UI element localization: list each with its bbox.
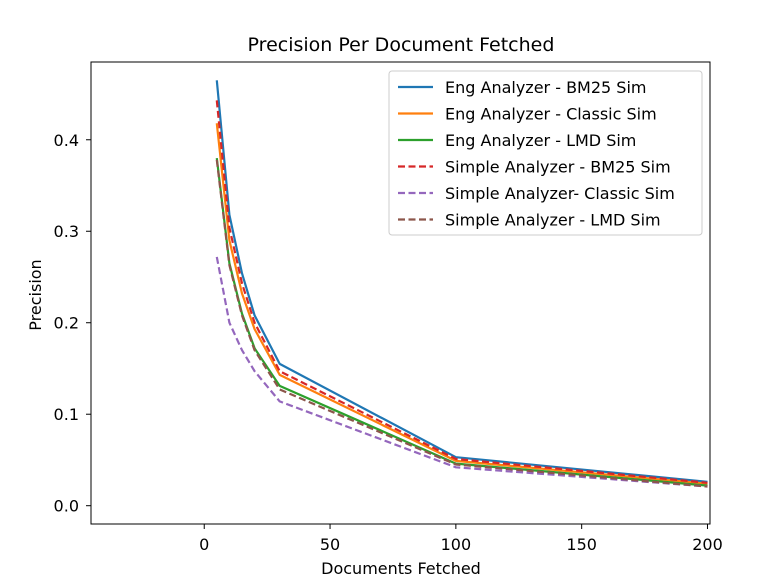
legend-label: Simple Analyzer - BM25 Sim — [445, 158, 671, 177]
series-line-4 — [215, 100, 708, 484]
legend-label: Simple Analyzer- Classic Sim — [445, 184, 675, 203]
legend-label: Simple Analyzer - LMD Sim — [445, 211, 661, 230]
series-line-6 — [215, 159, 708, 488]
x-tick-label: 200 — [692, 535, 723, 554]
chart-title: Precision Per Document Fetched — [248, 34, 555, 56]
series-line-1 — [215, 80, 708, 483]
x-tick-label: 150 — [566, 535, 597, 554]
y-tick-label: 0.4 — [54, 131, 79, 150]
legend-label: Eng Analyzer - BM25 Sim — [445, 78, 646, 97]
plot-area — [215, 80, 708, 488]
axes-frame — [90, 61, 711, 525]
x-tick-label: 50 — [320, 535, 340, 554]
y-tick-label: 0.1 — [54, 405, 79, 424]
axes: 0 50 100 150 200 0.0 0.1 0.2 0.3 0.4 — [54, 61, 723, 554]
series-line-5 — [215, 256, 708, 488]
y-tick-label: 0.0 — [54, 497, 79, 516]
x-tick-label: 100 — [441, 535, 472, 554]
x-axis-label: Documents Fetched — [321, 559, 481, 578]
y-axis-label: Precision — [26, 259, 45, 330]
legend-box — [388, 70, 703, 236]
legend: Eng Analyzer - BM25 Sim Eng Analyzer - Cl… — [388, 70, 703, 236]
y-tick-label: 0.2 — [54, 314, 79, 333]
legend-label: Eng Analyzer - LMD Sim — [445, 131, 636, 150]
series-line-2 — [215, 123, 708, 485]
legend-label: Eng Analyzer - Classic Sim — [445, 105, 657, 124]
x-tick-label: 0 — [199, 535, 209, 554]
y-tick-label: 0.3 — [54, 222, 79, 241]
